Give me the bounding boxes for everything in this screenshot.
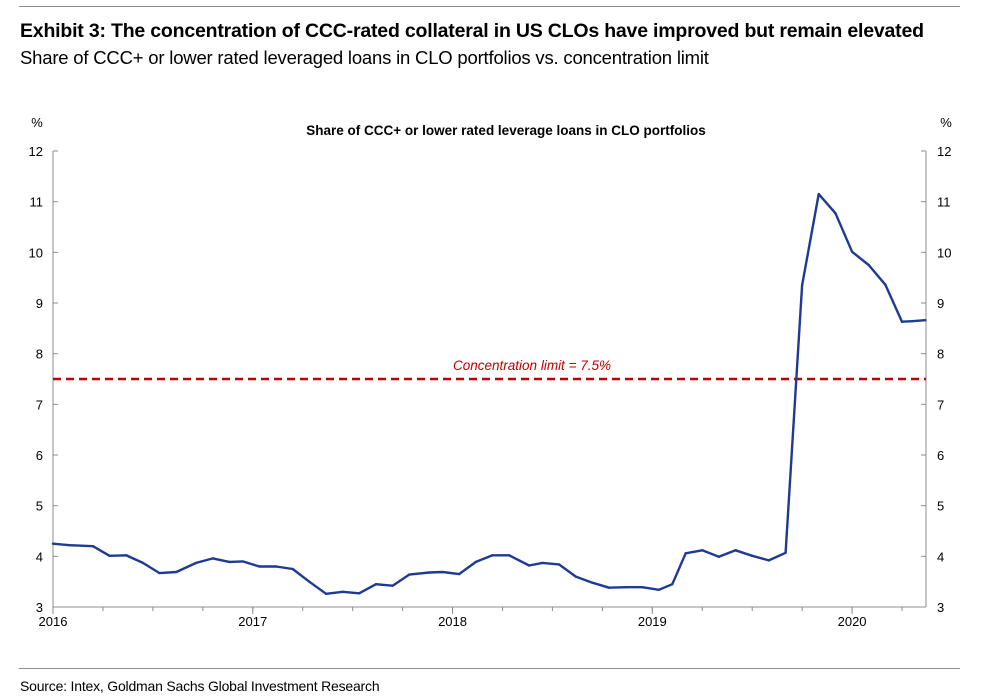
- data-point: [228, 560, 231, 564]
- data-point: [51, 542, 55, 545]
- data-point: [308, 580, 311, 583]
- data-point: [391, 584, 394, 587]
- data-point: [407, 573, 411, 576]
- data-point: [734, 549, 737, 552]
- data-point: [125, 554, 128, 557]
- data-point: [767, 559, 770, 562]
- data-point: [291, 567, 294, 571]
- data-point: [68, 543, 71, 547]
- source-note: Source: Intex, Goldman Sachs Global Inve…: [20, 678, 380, 694]
- x-tick-label: 2020: [838, 614, 867, 629]
- data-point: [474, 560, 478, 564]
- right-y-tick-label: 11: [937, 195, 951, 210]
- exhibit-title: Exhibit 3: The concentration of CCC-rate…: [20, 20, 924, 42]
- right-y-tick-label: 4: [937, 549, 944, 564]
- right-y-tick-label: 8: [937, 347, 944, 362]
- data-point: [657, 588, 661, 591]
- x-tick-label: 2016: [39, 614, 68, 629]
- data-point: [867, 263, 870, 267]
- left-y-tick-label: 4: [36, 549, 43, 564]
- data-point: [884, 283, 887, 286]
- data-point: [591, 581, 594, 584]
- left-y-tick-label: 12: [29, 144, 43, 159]
- right-y-tick-label: 12: [937, 144, 951, 159]
- data-point: [641, 586, 644, 589]
- data-point: [507, 554, 511, 557]
- data-point: [817, 192, 820, 196]
- right-axis-unit: %: [940, 115, 952, 130]
- data-point: [924, 319, 927, 322]
- right-y-tick-label: 9: [937, 296, 944, 311]
- data-point: [441, 570, 444, 574]
- data-point: [491, 554, 494, 557]
- data-point: [684, 552, 687, 555]
- reference-lines: Concentration limit = 7.5%: [53, 358, 926, 381]
- left-y-tick-label: 3: [36, 600, 43, 615]
- data-point: [527, 564, 531, 567]
- data-point: [108, 554, 111, 558]
- data-point: [900, 320, 904, 323]
- bottom-rule: [19, 668, 960, 669]
- data-point: [324, 592, 328, 596]
- series-group: [51, 192, 927, 596]
- right-y-tick-label: 7: [937, 397, 944, 412]
- left-y-tick-label: 10: [29, 245, 43, 260]
- data-point: [671, 583, 674, 586]
- data-point: [341, 590, 344, 593]
- data-point: [607, 586, 611, 589]
- data-point: [624, 586, 627, 589]
- data-point: [800, 284, 804, 287]
- x-tick-label: 2017: [238, 614, 267, 629]
- data-point: [910, 320, 914, 323]
- data-point: [701, 549, 704, 552]
- left-y-tick-label: 8: [36, 347, 43, 362]
- data-point: [274, 565, 278, 568]
- data-point: [211, 557, 215, 560]
- left-axis-unit: %: [31, 115, 43, 130]
- data-point: [358, 592, 361, 595]
- left-y-tick-label: 11: [30, 195, 44, 210]
- data-point: [574, 575, 578, 578]
- data-point: [258, 565, 261, 568]
- right-y-tick-label: 5: [937, 499, 944, 514]
- data-point: [784, 551, 787, 554]
- data-point: [427, 571, 431, 574]
- data-point: [195, 561, 198, 565]
- data-point: [241, 560, 244, 563]
- data-point: [457, 572, 461, 576]
- right-y-tick-label: 3: [937, 600, 944, 615]
- data-point: [717, 555, 721, 559]
- data-point: [850, 250, 854, 254]
- x-tick-label: 2019: [638, 614, 667, 629]
- left-y-tick-label: 7: [36, 397, 43, 412]
- data-point: [374, 583, 378, 586]
- data-point: [141, 561, 145, 565]
- right-y-tick-label: 10: [937, 245, 951, 260]
- data-point: [557, 563, 561, 566]
- chart-title: Share of CCC+ or lower rated leverage lo…: [306, 123, 705, 138]
- data-point: [834, 212, 837, 215]
- data-point: [158, 571, 161, 575]
- concentration-limit-label: Concentration limit = 7.5%: [453, 358, 611, 373]
- left-y-tick-label: 9: [36, 296, 43, 311]
- top-rule: [19, 6, 960, 7]
- exhibit-subtitle: Share of CCC+ or lower rated leveraged l…: [20, 47, 709, 68]
- x-tick-label: 2018: [438, 614, 467, 629]
- data-point: [91, 545, 95, 548]
- data-point: [541, 561, 544, 565]
- series-line: [52, 192, 926, 595]
- left-y-tick-label: 5: [36, 499, 43, 514]
- right-y-tick-label: 6: [937, 448, 944, 463]
- data-point: [750, 554, 754, 558]
- data-point: [175, 570, 178, 574]
- left-y-tick-label: 6: [36, 448, 43, 463]
